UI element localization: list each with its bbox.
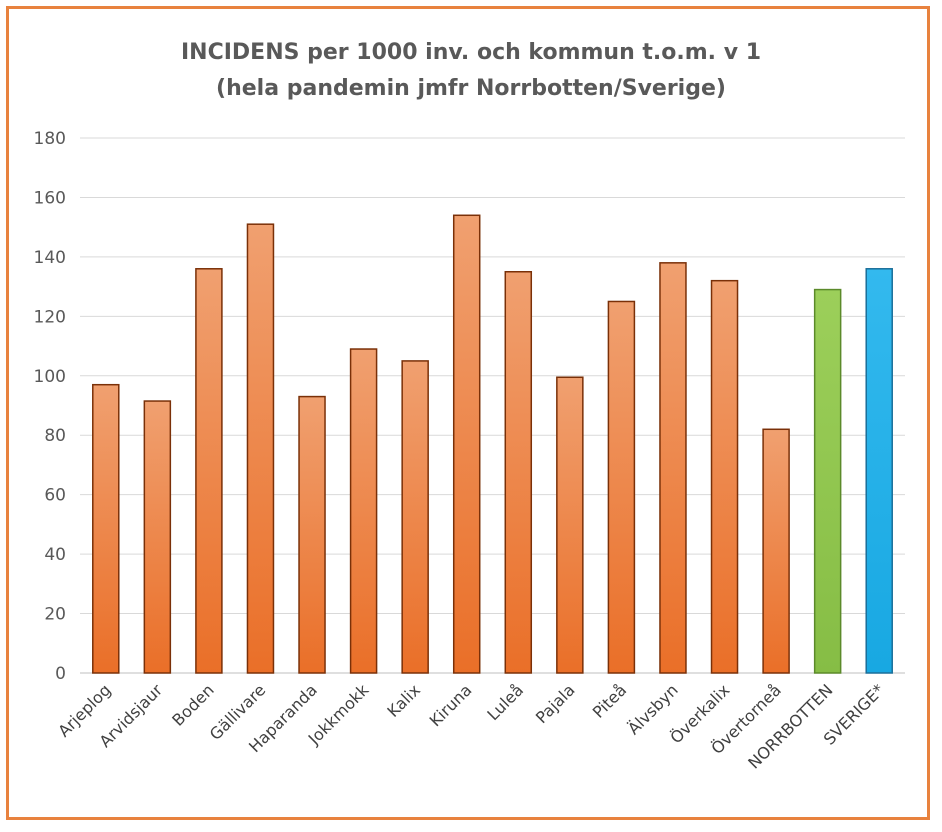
x-tick-label: Kalix	[383, 680, 424, 721]
y-tick-label: 180	[34, 129, 66, 149]
bar	[813, 288, 842, 674]
bar	[556, 376, 584, 674]
bar	[710, 279, 739, 674]
x-tick-label: Kiruna	[426, 680, 476, 730]
bar	[762, 428, 790, 674]
y-tick-label: 120	[34, 307, 66, 327]
bar	[92, 383, 120, 674]
x-tick-label: Pajala	[532, 680, 579, 727]
y-tick-label: 160	[34, 188, 66, 208]
x-tick-label: Boden	[168, 680, 217, 729]
chart-subtitle: (hela pandemin jmfr Norrbotten/Sverige)	[216, 76, 726, 101]
bar	[298, 395, 326, 674]
chart-title: INCIDENS per 1000 inv. och kommun t.o.m.…	[180, 40, 762, 65]
bar	[349, 348, 378, 674]
bar	[195, 268, 223, 674]
x-tick-label: Piteå	[589, 680, 630, 721]
y-tick-label: 60	[44, 486, 66, 506]
y-tick-label: 40	[44, 545, 66, 565]
x-tick-label: Luleå	[483, 680, 527, 724]
bar	[504, 271, 533, 674]
bar	[143, 400, 172, 674]
bar	[452, 214, 481, 674]
bar	[659, 262, 687, 674]
y-tick-label: 100	[34, 367, 66, 387]
bar	[607, 300, 636, 674]
bar	[401, 360, 429, 674]
bar	[246, 223, 275, 674]
y-tick-label: 20	[44, 605, 66, 625]
y-tick-label: 140	[34, 248, 66, 268]
y-tick-label: 0	[55, 664, 66, 684]
y-tick-label: 80	[44, 426, 66, 446]
bar	[865, 268, 893, 674]
